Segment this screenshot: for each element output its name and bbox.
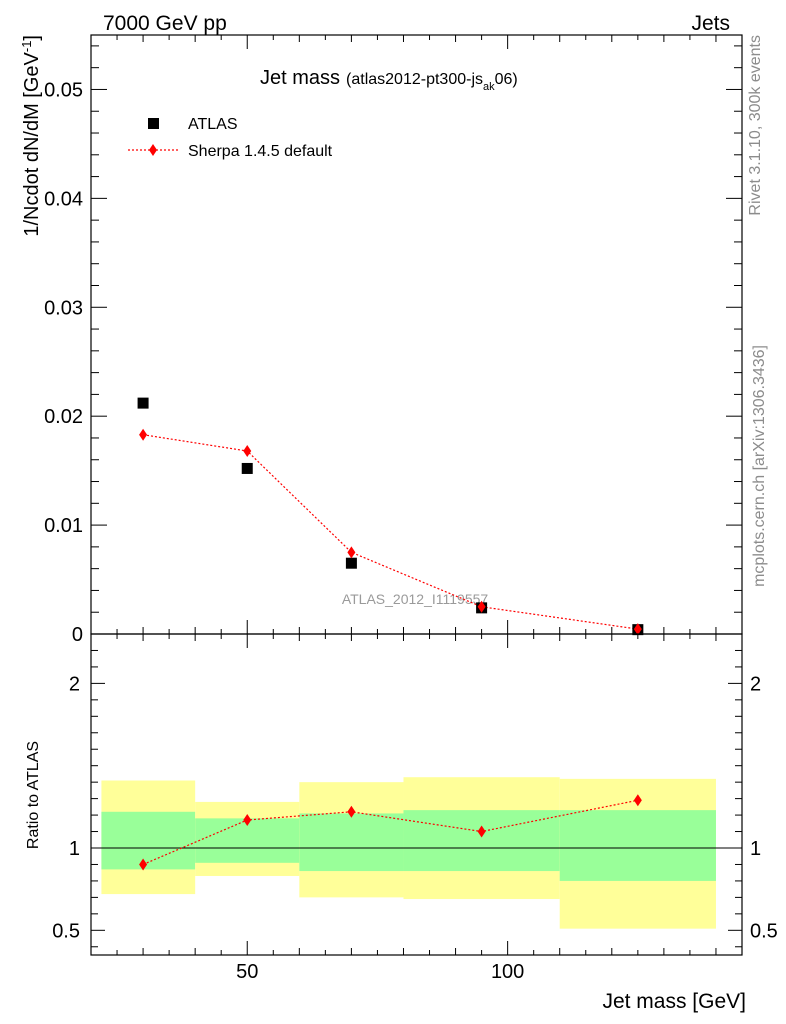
atlas-data-point — [241, 462, 253, 474]
sherpa-point — [243, 445, 252, 458]
header-right: Jets — [691, 12, 730, 35]
ratio-sherpa-point — [477, 825, 486, 838]
ratio-series-layer — [139, 794, 642, 871]
main-y-axis-label-sup: -1 — [19, 41, 34, 53]
main-subtitle-suffix: 06) — [495, 71, 518, 88]
y-tick-label-main: 0.03 — [44, 297, 83, 319]
y-tick-label-ratio-right: 1 — [750, 838, 761, 860]
ratio-sherpa-point — [139, 858, 148, 871]
ratio-band-inner — [403, 810, 560, 872]
ratio-sherpa-point — [633, 794, 642, 807]
main-y-tick-labels: 0 0.01 0.02 0.03 0.04 0.05 — [44, 79, 83, 646]
ratio-band-inner — [101, 811, 196, 870]
sherpa-line — [142, 434, 638, 630]
x-tick-label: 50 — [236, 961, 258, 983]
sherpa-point — [139, 428, 148, 441]
ratio-band-inner — [299, 813, 404, 872]
atlas-data-point — [345, 557, 357, 569]
x-axis-label: Jet mass [GeV] — [602, 990, 746, 1013]
legend-marker-atlas — [148, 118, 159, 129]
y-tick-label-main: 0 — [72, 624, 83, 646]
y-tick-label-main: 0.05 — [44, 79, 83, 101]
analysis-watermark: ATLAS_2012_I1119557 — [342, 591, 489, 607]
header-left: 7000 GeV pp — [103, 12, 227, 35]
sherpa-point — [477, 600, 486, 613]
y-tick-label-main: 0.01 — [44, 515, 83, 537]
main-subtitle-prefix: (atlas2012-pt300-js — [346, 71, 483, 88]
legend-marker-sherpa — [149, 144, 157, 156]
main-panel: 0 0.01 0.02 0.03 0.04 0.05 1/Ncdot dN/dM [GeV… — [19, 34, 743, 646]
y-tick-label-ratio: 1 — [69, 838, 80, 860]
ratio-frame — [90, 633, 743, 956]
y-tick-label-main: 0.04 — [44, 188, 83, 210]
main-title-text: Jet mass — [260, 67, 340, 89]
ratio-y-tick-labels-right: 0.5 1 2 — [750, 673, 778, 942]
sherpa-point — [347, 546, 356, 559]
side-text-upper: Rivet 3.1.10, 300k events — [747, 35, 764, 216]
main-axis-ticks — [90, 35, 743, 635]
y-tick-label-ratio-right: 2 — [750, 673, 761, 695]
main-y-axis-label: 1/Ncdot dN/dM [GeV-1] — [19, 35, 43, 237]
main-y-axis-label-end: ] — [21, 35, 43, 41]
legend: ATLAS Sherpa 1.4.5 default — [128, 116, 333, 160]
y-tick-label-ratio: 2 — [69, 673, 80, 695]
ratio-band-inner — [559, 810, 716, 881]
y-tick-label-ratio: 0.5 — [52, 920, 80, 942]
y-tick-label-ratio-right: 0.5 — [750, 920, 778, 942]
x-tick-label: 100 — [491, 961, 524, 983]
ratio-y-axis-label: Ratio to ATLAS — [25, 741, 42, 849]
legend-label-atlas: ATLAS — [188, 116, 238, 133]
ratio-y-tick-labels: 0.5 1 2 — [52, 673, 80, 942]
main-y-axis-label-main: 1/Ncdot dN/dM [GeV — [21, 51, 43, 236]
main-series-layer — [137, 397, 644, 636]
ratio-sherpa-point — [347, 805, 356, 818]
legend-label-sherpa: Sherpa 1.4.5 default — [188, 143, 333, 160]
atlas-data-point — [137, 397, 149, 409]
main-subtitle-sub: ak — [483, 81, 495, 93]
main-title: Jet mass (atlas2012-pt300-jsak06) — [260, 67, 518, 93]
y-tick-label-main: 0.02 — [44, 406, 83, 428]
x-tick-labels: 50 100 — [236, 961, 524, 983]
ratio-uncertainty-bands — [101, 777, 716, 929]
ratio-panel: 0.5 1 2 0.5 1 2 50 100 Ratio to ATLAS Jet mas… — [25, 633, 778, 1013]
ratio-sherpa-point — [243, 814, 252, 827]
sherpa-point — [633, 623, 642, 636]
side-text-lower: mcplots.cern.ch [arXiv:1306.3436] — [751, 345, 768, 587]
